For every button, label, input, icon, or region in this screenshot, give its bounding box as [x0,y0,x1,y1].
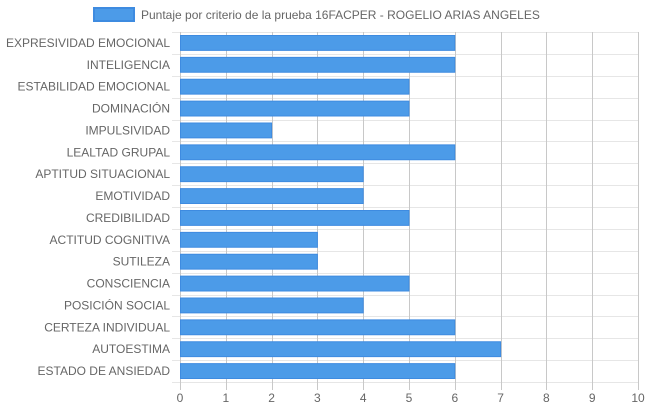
x-tick-labels: 0 1 2 3 4 5 6 7 8 9 10 [177,391,645,405]
x-tick-label: 10 [631,391,645,405]
x-tick-label: 0 [177,391,184,405]
category-label: CERTEZA INDIVIDUAL [44,320,170,334]
legend-label: Puntaje por criterio de la prueba 16FACP… [141,8,540,22]
category-label: ESTADO DE ANSIEDAD [38,364,171,378]
category-label: ESTABILIDAD EMOCIONAL [18,80,171,94]
bar-6[interactable] [180,166,364,183]
bar-10[interactable] [180,253,318,270]
category-label: INTELIGENCIA [87,58,170,72]
bar-0[interactable] [180,35,456,51]
bar-13[interactable] [180,319,456,336]
x-tick-label: 3 [314,391,321,405]
bar-11[interactable] [180,275,410,292]
x-tick-label: 2 [268,391,275,405]
category-labels: EXPRESIVIDAD EMOCIONAL INTELIGENCIA ESTABI… [6,36,170,378]
x-tick-label: 4 [360,391,367,405]
x-tick-label: 7 [497,391,504,405]
bar-15[interactable] [180,363,456,379]
bar-9[interactable] [180,231,318,248]
x-tick-label: 6 [451,391,458,405]
category-label: EMOTIVIDAD [95,189,170,203]
bar-8[interactable] [180,210,410,226]
bar-12[interactable] [180,297,364,314]
bar-14[interactable] [180,341,502,358]
category-label: IMPULSIVIDAD [85,123,170,137]
category-label: SUTILEZA [113,255,170,269]
category-label: EXPRESIVIDAD EMOCIONAL [6,36,170,50]
category-label: CREDIBILIDAD [86,211,170,225]
category-label: LEALTAD GRUPAL [67,145,171,159]
bar-1[interactable] [180,56,456,73]
x-tick-label: 8 [543,391,550,405]
category-label: APTITUD SITUACIONAL [35,167,170,181]
category-label: CONSCIENCIA [87,277,170,291]
category-label: ACTITUD COGNITIVA [50,233,170,247]
x-tick-label: 1 [222,391,229,405]
bars [180,35,502,379]
bar-7[interactable] [180,188,364,204]
category-label: POSICIÓN SOCIAL [64,297,170,312]
bar-4[interactable] [180,122,273,139]
legend[interactable]: Puntaje por criterio de la prueba 16FACP… [93,7,540,22]
x-tick-label: 9 [589,391,596,405]
legend-swatch [93,7,135,22]
bar-5[interactable] [180,144,456,161]
bar-2[interactable] [180,78,410,95]
x-tick-label: 5 [406,391,413,405]
bar-3[interactable] [180,100,410,117]
category-label: DOMINACIÓN [92,101,170,116]
category-label: AUTOESTIMA [92,342,170,356]
